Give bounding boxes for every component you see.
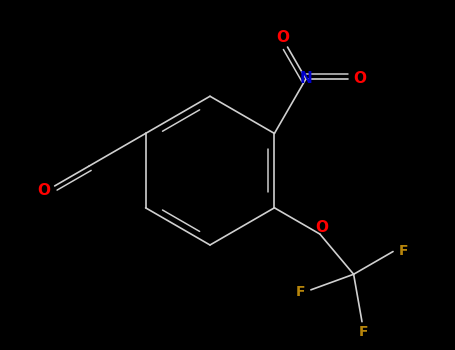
Text: O: O <box>354 70 367 85</box>
Text: F: F <box>399 244 408 258</box>
Text: F: F <box>359 325 369 339</box>
Text: F: F <box>296 285 305 299</box>
Text: O: O <box>277 30 290 45</box>
Text: O: O <box>37 183 50 198</box>
Text: O: O <box>315 219 328 234</box>
Text: N: N <box>299 70 312 85</box>
